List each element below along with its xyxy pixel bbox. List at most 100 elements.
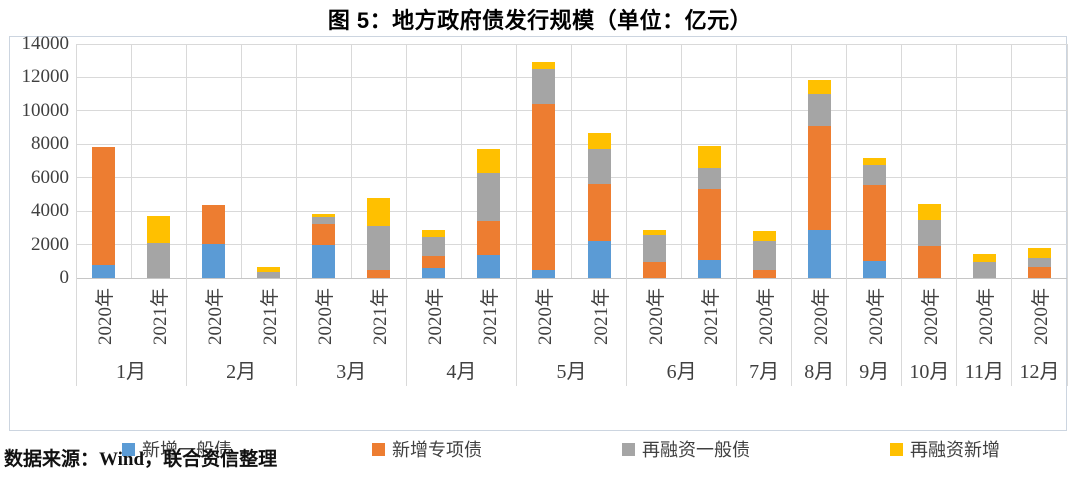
x-axis-month-label: 2月 [226, 360, 257, 383]
bar-segment-新增专项债 [477, 221, 501, 255]
bar-segment-新增专项债 [532, 104, 556, 270]
month-group-separator [1011, 278, 1013, 386]
x-axis-month-label: 10月 [909, 360, 950, 383]
bar-segment-新增专项债 [1027, 267, 1051, 278]
bar-segment-再融资一般债 [642, 234, 666, 263]
bar-segment-再融资一般债 [477, 172, 501, 222]
y-axis-tick-label: 2000 [31, 233, 69, 255]
bar-segment-新增专项债 [587, 184, 611, 242]
data-source-note: 数据来源：Wind，联合资信整理 [4, 449, 278, 470]
bar-segment-再融资新增 [807, 79, 831, 95]
year-label-text: 2021年 [700, 287, 722, 345]
bar-segment-再融资新增 [422, 229, 446, 238]
bar-segment-再融资一般债 [1027, 257, 1051, 268]
bar-segment-再融资一般债 [807, 94, 831, 126]
x-axis-year-label: 2020年 [186, 282, 241, 350]
bar-segment-新增一般债 [862, 261, 886, 278]
bar-segment-新增专项债 [752, 269, 776, 278]
bar-segment-再融资一般债 [587, 149, 611, 185]
bar-segment-新增一般债 [92, 265, 116, 278]
bar-segment-新增专项债 [312, 223, 336, 246]
x-axis-year-label: 2020年 [737, 282, 792, 350]
x-axis-month-label: 7月 [749, 360, 780, 383]
y-axis-tick-label: 0 [59, 267, 70, 288]
year-label-text: 2020年 [205, 287, 227, 345]
bar-segment-再融资新增 [587, 132, 611, 150]
year-label-text: 2021年 [260, 287, 282, 345]
x-axis-month-label: 4月 [446, 360, 477, 383]
bar-segment-再融资一般债 [697, 167, 721, 190]
year-label-text: 2020年 [920, 287, 942, 345]
month-group-separator [846, 278, 848, 386]
bar-segment-新增一般债 [202, 243, 226, 278]
year-label-text: 2020年 [95, 287, 117, 345]
category-separator [185, 44, 187, 278]
category-separator [1066, 44, 1068, 278]
year-label-text: 2021年 [150, 287, 172, 345]
month-group-separator [626, 278, 628, 386]
category-separator [240, 44, 242, 278]
x-axis-month-label: 6月 [666, 360, 697, 383]
legend-swatch-icon [622, 442, 635, 456]
year-label-text: 2020年 [425, 287, 447, 345]
month-group-separator [75, 278, 77, 386]
bar-segment-再融资一般债 [862, 165, 886, 186]
x-axis-month-label: 11月 [964, 360, 1005, 383]
bar-segment-新增一般债 [807, 229, 831, 278]
x-axis-year-label: 2020年 [792, 282, 847, 350]
category-separator [130, 44, 132, 278]
bar-segment-新增专项债 [697, 189, 721, 260]
category-separator [736, 44, 738, 278]
month-group-separator [1066, 278, 1068, 386]
bar-segment-再融资新增 [532, 62, 556, 70]
bar-segment-再融资一般债 [147, 242, 171, 278]
bar-segment-新增专项债 [862, 185, 886, 262]
x-axis-year-label: 2020年 [76, 282, 131, 350]
bar-segment-再融资一般债 [257, 272, 281, 278]
bar-segment-再融资新增 [257, 267, 281, 273]
bar-segment-再融资新增 [642, 229, 666, 235]
year-label-text: 2021年 [370, 287, 392, 345]
year-label-text: 2020年 [535, 287, 557, 345]
x-axis-year-label: 2020年 [627, 282, 682, 350]
year-label-text: 2020年 [645, 287, 667, 345]
year-label-text: 2020年 [975, 287, 997, 345]
x-axis-year-label: 2020年 [1012, 282, 1067, 350]
y-axis-tick-label: 6000 [31, 166, 69, 188]
bar-segment-再融资新增 [367, 197, 391, 227]
plot-area: 0 2000 4000 6000 8000 10000 12000 14000 2020年 202… [10, 33, 1068, 430]
bar-segment-再融资一般债 [367, 226, 391, 270]
year-label-text: 2020年 [315, 287, 337, 345]
bar-segment-再融资新增 [477, 149, 501, 173]
category-separator [681, 44, 683, 278]
category-separator [460, 44, 462, 278]
x-axis-year-label: 2020年 [406, 282, 461, 350]
y-axis-tick-label: 8000 [31, 133, 69, 155]
bar-segment-再融资一般债 [752, 241, 776, 270]
y-axis-tick-label: 14000 [21, 33, 70, 54]
bar-segment-再融资一般债 [312, 216, 336, 224]
category-separator [350, 44, 352, 278]
bar-segment-再融资一般债 [972, 262, 996, 278]
bar-segment-新增专项债 [917, 246, 941, 278]
legend-swatch-icon [890, 442, 903, 456]
x-axis-month-label: 1月 [116, 360, 147, 383]
y-axis-tick-label: 12000 [21, 66, 70, 88]
category-separator [901, 44, 903, 278]
bar-segment-新增专项债 [422, 256, 446, 268]
x-axis-month-label: 8月 [804, 360, 835, 383]
bar-segment-再融资新增 [697, 145, 721, 168]
legend-swatch-icon [372, 442, 385, 456]
month-group-separator [405, 278, 407, 386]
bar-segment-新增一般债 [477, 254, 501, 278]
y-axis-tick-label: 4000 [31, 200, 69, 222]
bar-segment-新增专项债 [367, 269, 391, 278]
category-separator [571, 44, 572, 278]
month-group-separator [956, 278, 958, 386]
x-axis-year-label: 2021年 [351, 282, 406, 350]
x-axis-line [76, 278, 1067, 279]
year-label-text: 2020年 [865, 287, 887, 345]
year-label-text: 2020年 [1030, 287, 1052, 345]
bar-segment-新增专项债 [202, 205, 226, 244]
category-separator [405, 44, 407, 278]
